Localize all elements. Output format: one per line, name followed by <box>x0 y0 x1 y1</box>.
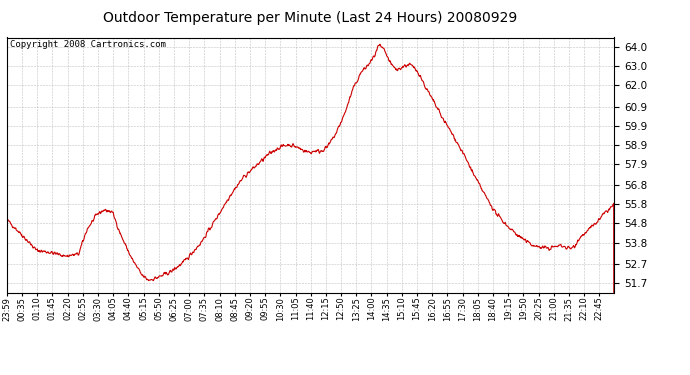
Text: Outdoor Temperature per Minute (Last 24 Hours) 20080929: Outdoor Temperature per Minute (Last 24 … <box>104 11 518 25</box>
Text: Copyright 2008 Cartronics.com: Copyright 2008 Cartronics.com <box>10 40 166 49</box>
